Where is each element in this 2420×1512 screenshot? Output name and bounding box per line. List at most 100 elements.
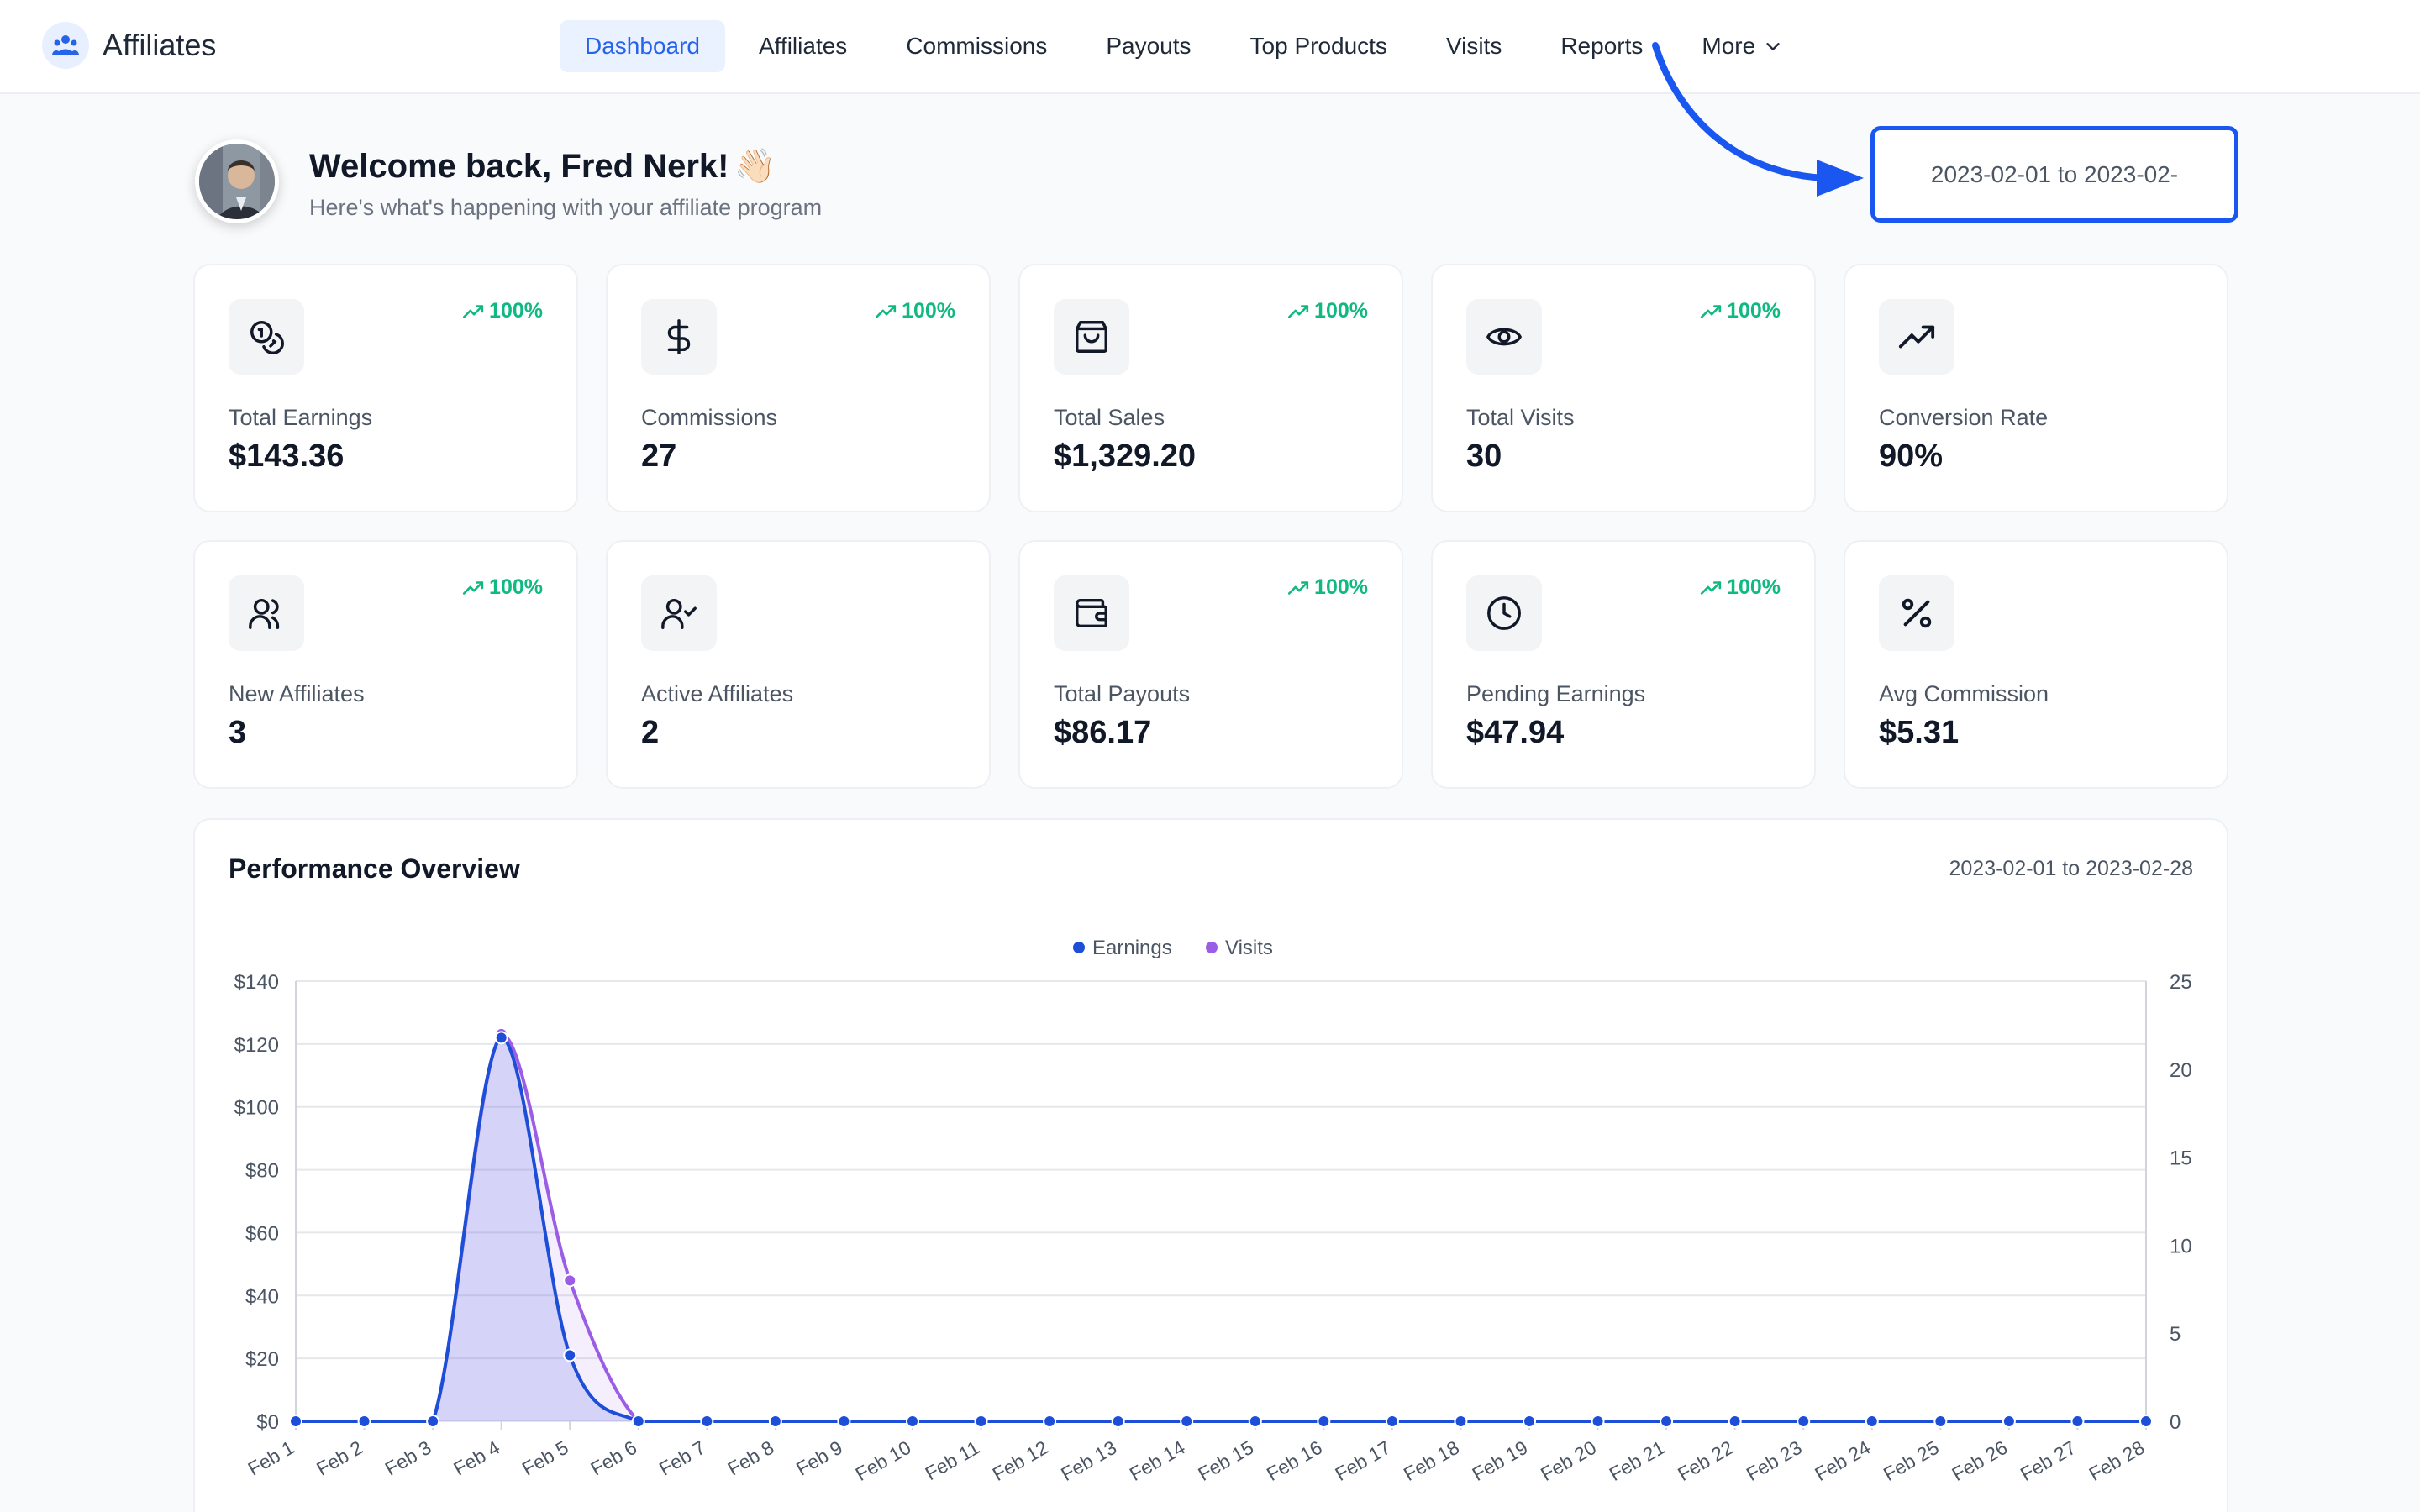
trend-value: 100%: [1314, 575, 1368, 599]
earnings-point: [1454, 1415, 1468, 1428]
welcome-heading: Welcome back, Fred Nerk! 👋🏻: [309, 146, 776, 186]
earnings-point: [837, 1415, 851, 1428]
stat-label: Commissions: [641, 405, 778, 430]
stat-card-total-visits[interactable]: 100% Total Visits 30: [1431, 264, 1816, 512]
trending-up-icon: [462, 580, 484, 595]
earnings-point: [1523, 1415, 1536, 1428]
y-right-tick-label: 15: [2170, 1147, 2192, 1170]
nav-more[interactable]: More: [1676, 20, 1807, 72]
nav-more-label: More: [1702, 33, 1756, 59]
nav-commissions[interactable]: Commissions: [906, 33, 1048, 59]
trending-up-icon: [1287, 580, 1309, 595]
earnings-point: [1591, 1415, 1605, 1428]
stat-value: 3: [229, 715, 247, 750]
trending-up-icon: [1287, 304, 1309, 318]
earnings-point: [2139, 1415, 2153, 1428]
y-right-tick-label: 25: [2170, 971, 2192, 994]
annotation-arrow-icon: [1652, 42, 1864, 197]
x-tick-label: Feb 19: [1468, 1436, 1531, 1485]
y-left-tick-label: $120: [234, 1034, 279, 1057]
y-right-tick-label: 5: [2170, 1323, 2181, 1346]
x-tick-label: Feb 4: [450, 1436, 503, 1480]
x-tick-label: Feb 7: [655, 1436, 709, 1480]
x-tick-label: Feb 5: [518, 1436, 572, 1480]
affiliates-logo-icon: [42, 22, 89, 69]
stat-value: 2: [641, 715, 660, 750]
stat-card-avg-commission[interactable]: Avg Commission $5.31: [1844, 540, 2228, 789]
x-tick-label: Feb 22: [1674, 1436, 1737, 1485]
x-tick-label: Feb 17: [1331, 1436, 1394, 1485]
y-right-tick-label: 20: [2170, 1059, 2192, 1082]
stat-value: 90%: [1879, 438, 1944, 474]
nav-affiliates[interactable]: Affiliates: [758, 33, 848, 59]
trend-value: 100%: [1727, 575, 1781, 599]
nav-visits[interactable]: Visits: [1445, 33, 1502, 59]
app-title: Affiliates: [103, 28, 217, 62]
brand[interactable]: Affiliates: [42, 22, 216, 69]
stat-value: $143.36: [229, 438, 345, 474]
earnings-point: [1933, 1415, 1948, 1428]
stat-card-total-sales[interactable]: 100% Total Sales $1,329.20: [1018, 264, 1403, 512]
panel-date-range: 2023-02-01 to 2023-02-28: [1949, 857, 2193, 880]
earnings-point: [2002, 1415, 2016, 1428]
nav-dashboard[interactable]: Dashboard: [560, 20, 725, 72]
x-tick-label: Feb 15: [1194, 1436, 1257, 1485]
trending-up-icon: [875, 304, 897, 318]
user-check-icon: [641, 575, 717, 651]
x-tick-label: Feb 16: [1263, 1436, 1326, 1485]
x-tick-label: Feb 1: [245, 1436, 298, 1480]
stat-label: Active Affiliates: [641, 681, 794, 706]
stat-card-conversion-rate[interactable]: Conversion Rate 90%: [1844, 264, 2228, 512]
waving-hand-icon: 👋🏻: [734, 148, 776, 185]
x-tick-label: Feb 12: [989, 1436, 1052, 1485]
clock-icon: [1466, 575, 1542, 651]
date-range-input[interactable]: 2023-02-01 to 2023-02-: [1870, 126, 2238, 223]
trend-badge: 100%: [462, 299, 543, 323]
stat-card-commissions[interactable]: 100% Commissions 27: [606, 264, 991, 512]
stat-card-pending-earnings[interactable]: 100% Pending Earnings $47.94: [1431, 540, 1816, 789]
stat-card-active-affiliates[interactable]: Active Affiliates 2: [606, 540, 991, 789]
x-tick-label: Feb 23: [1743, 1436, 1806, 1485]
earnings-point: [1865, 1415, 1879, 1428]
stat-card-total-earnings[interactable]: 100% Total Earnings $143.36: [193, 264, 578, 512]
performance-chart: $0 $20 $40 $60 $80 $100 $120 $140 0 5 10 15 20 25 Feb …: [234, 937, 2192, 1485]
earnings-point: [1317, 1415, 1331, 1428]
legend-visits-marker: [1206, 942, 1218, 953]
x-tick-label: Feb 13: [1057, 1436, 1120, 1485]
eye-icon: [1466, 299, 1542, 375]
stat-label: Total Visits: [1466, 405, 1575, 430]
y-left-tick-label: $80: [245, 1160, 279, 1183]
x-tick-label: Feb 11: [922, 1436, 984, 1484]
earnings-point: [906, 1415, 919, 1428]
nav-top-products[interactable]: Top Products: [1249, 33, 1387, 59]
dollar-icon: [641, 299, 717, 375]
earnings-point: [563, 1348, 577, 1362]
earnings-point: [1660, 1415, 1674, 1428]
trend-badge: 100%: [1287, 575, 1368, 600]
welcome-subtitle: Here's what's happening with your affili…: [309, 195, 823, 220]
legend-earnings-label: Earnings: [1092, 937, 1172, 959]
shopping-bag-icon: [1054, 299, 1129, 375]
earnings-point: [1385, 1415, 1399, 1428]
trend-value: 100%: [489, 299, 543, 323]
stat-card-total-payouts[interactable]: 100% Total Payouts $86.17: [1018, 540, 1403, 789]
x-tick-label: Feb 28: [2085, 1436, 2148, 1485]
stat-label: Conversion Rate: [1879, 405, 2049, 430]
trend-badge: 100%: [1287, 299, 1368, 323]
stat-card-new-affiliates[interactable]: 100% New Affiliates 3: [193, 540, 578, 789]
stat-label: Total Payouts: [1054, 681, 1191, 706]
y-left-tick-label: $100: [234, 1097, 279, 1120]
stat-label: New Affiliates: [229, 681, 365, 706]
nav-payouts[interactable]: Payouts: [1106, 33, 1192, 59]
avatar[interactable]: [195, 139, 279, 223]
y-left-tick-label: $40: [245, 1285, 279, 1308]
x-tick-label: Feb 24: [1811, 1436, 1874, 1485]
nav-reports[interactable]: Reports: [1560, 33, 1644, 59]
earnings-point: [1728, 1415, 1742, 1428]
x-tick-label: Feb 3: [381, 1436, 435, 1480]
trend-value: 100%: [902, 299, 955, 323]
earnings-point: [494, 1031, 508, 1045]
earnings-point: [1797, 1415, 1811, 1428]
legend-earnings-marker: [1073, 942, 1085, 953]
x-tick-label: Feb 26: [1948, 1436, 2011, 1485]
